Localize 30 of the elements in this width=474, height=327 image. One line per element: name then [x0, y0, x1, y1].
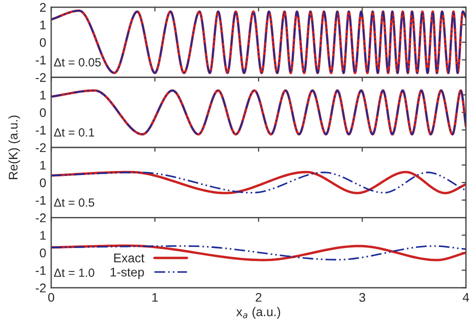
y-tick-label: 0: [40, 248, 46, 258]
annotation: Δt = 1.0: [54, 268, 94, 277]
y-tick-label: 1: [40, 231, 46, 240]
y-tick-label: 2: [40, 2, 46, 12]
y-tick-label: 0: [40, 108, 46, 118]
annotation: Δt = 0.05: [54, 58, 101, 66]
y-tick-label: 1: [40, 20, 46, 30]
y-tick-label: -2: [36, 73, 46, 82]
y-tick-label: -1: [36, 56, 46, 64]
y-tick-label: -2: [36, 143, 46, 152]
x-tick-label: 1: [152, 293, 158, 302]
x-tick-label: 3: [359, 292, 366, 302]
legend-label: 1-step: [110, 268, 144, 280]
annotation: Δt = 0.1: [54, 128, 94, 137]
y-axis-title: Re(K) (a.u.): [8, 116, 20, 180]
y-tick-label: -2: [36, 284, 46, 292]
y-tick-label: 1: [40, 90, 46, 100]
y-tick-label: 0: [40, 38, 46, 47]
legend-label: Exact: [114, 254, 144, 262]
y-tick-label: 1: [40, 160, 46, 170]
y-tick-label: -1: [36, 266, 46, 275]
annotation: Δt = 0.5: [54, 198, 94, 207]
y-tick-label: -2: [36, 213, 46, 222]
y-tick-label: -1: [36, 196, 46, 205]
x-tick-label: 0: [48, 292, 54, 302]
x-tick-label: 4: [462, 293, 470, 302]
y-tick-label: -1: [36, 126, 46, 134]
x-axis-title: x$_{a}$ (a.u.): [236, 307, 280, 319]
y-tick-label: 0: [40, 178, 46, 188]
x-tick-label: 2: [256, 292, 262, 302]
